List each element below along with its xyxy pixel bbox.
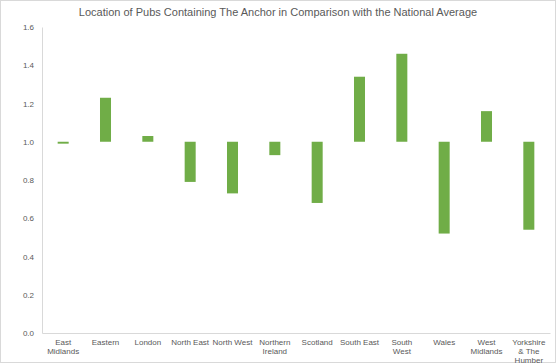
x-tick-label-line: Scotland — [302, 338, 333, 347]
title: Location of Pubs Containing The Anchor i… — [79, 6, 477, 18]
bar — [312, 142, 323, 203]
x-tick: NorthernIreland — [259, 333, 290, 356]
x-tick-label-line: Wales — [433, 338, 455, 347]
y-tick-label: 0.4 — [23, 253, 35, 262]
bar — [58, 142, 69, 144]
y-tick-label: 0.2 — [23, 291, 35, 300]
plot: 0.00.20.40.60.81.01.21.41.6EastMidlandsE… — [23, 23, 551, 363]
chart-frame — [1, 1, 556, 363]
x-tick-label: NorthernIreland — [259, 338, 290, 356]
y-tick-label: 1.2 — [23, 100, 35, 109]
x-tick-label: South East — [340, 338, 380, 347]
bars — [58, 54, 535, 234]
y-axis-line — [42, 28, 43, 334]
bar — [439, 142, 450, 234]
x-axis: EastMidlandsEasternLondonNorth EastNorth… — [43, 333, 551, 363]
x-tick: EastMidlands — [47, 333, 79, 356]
bar — [100, 98, 111, 142]
bar — [481, 111, 492, 142]
x-tick-label-line: Eastern — [92, 338, 120, 347]
x-tick-label: London — [134, 338, 161, 347]
x-tick: North West — [213, 333, 254, 347]
x-tick-label-line: West — [477, 338, 496, 347]
x-tick: North East — [171, 333, 210, 347]
bar — [185, 142, 196, 182]
x-tick-label: North East — [171, 338, 210, 347]
x-tick-label-line: Yorkshire — [512, 338, 546, 347]
y-tick: 1.4 — [23, 61, 42, 70]
x-tick-label: EastMidlands — [47, 338, 79, 356]
x-tick: Eastern — [92, 333, 120, 347]
x-tick-label-line: East — [55, 338, 72, 347]
x-tick-label: SouthWest — [391, 338, 412, 356]
bar — [227, 142, 238, 194]
x-tick-label: WestMidlands — [470, 338, 502, 356]
y-tick: 0.4 — [23, 253, 42, 262]
y-tick-label: 0.6 — [23, 214, 35, 223]
x-tick: SouthWest — [391, 333, 412, 356]
y-tick-label: 0.8 — [23, 176, 35, 185]
x-tick-label-line: London — [134, 338, 161, 347]
x-tick: London — [134, 333, 161, 347]
bar — [523, 142, 534, 230]
y-tick: 0.8 — [23, 176, 42, 185]
x-tick-label-line: Northern — [259, 338, 290, 347]
x-tick-label-line: Ireland — [263, 347, 287, 356]
x-tick: South East — [340, 333, 380, 347]
x-tick: Yorkshire& TheHumber — [512, 333, 546, 363]
y-tick-label: 0.0 — [23, 329, 35, 338]
y-tick-label: 1.4 — [23, 61, 35, 70]
bar — [142, 136, 153, 142]
x-tick-label-line: North West — [213, 338, 254, 347]
y-tick: 1.6 — [23, 23, 42, 32]
x-tick: WestMidlands — [470, 333, 502, 356]
x-tick-label-line: South — [391, 338, 412, 347]
bar — [269, 142, 280, 155]
x-tick-label-line: & The — [518, 347, 540, 356]
x-tick-label-line: West — [393, 347, 412, 356]
x-tick-label-line: Humber — [515, 356, 544, 363]
y-tick: 1.0 — [23, 138, 42, 147]
x-axis-line — [43, 333, 551, 334]
x-tick-label-line: Midlands — [470, 347, 502, 356]
y-tick: 0.6 — [23, 214, 42, 223]
x-tick-label-line: South East — [340, 338, 380, 347]
x-tick-label: Scotland — [302, 338, 333, 347]
y-axis: 0.0 0.2 0.4 0.6 0.8 1.0 1.2 1.4 1.6 — [23, 23, 43, 338]
x-tick: Scotland — [302, 333, 333, 347]
x-tick-label: North West — [213, 338, 254, 347]
y-tick-label: 1.6 — [23, 23, 35, 32]
bar — [396, 54, 407, 142]
x-tick: Wales — [433, 333, 455, 347]
x-tick-label-line: Midlands — [47, 347, 79, 356]
y-tick: 0.0 — [23, 329, 42, 338]
x-tick-label: Yorkshire& TheHumber — [512, 338, 546, 363]
y-tick: 0.2 — [23, 291, 42, 300]
x-tick-label: Eastern — [92, 338, 120, 347]
y-tick-label: 1.0 — [23, 138, 35, 147]
y-tick: 1.2 — [23, 100, 42, 109]
bar — [354, 77, 365, 142]
x-tick-label-line: North East — [171, 338, 210, 347]
x-tick-label: Wales — [433, 338, 455, 347]
chart: Location of Pubs Containing The Anchor i… — [0, 0, 556, 363]
